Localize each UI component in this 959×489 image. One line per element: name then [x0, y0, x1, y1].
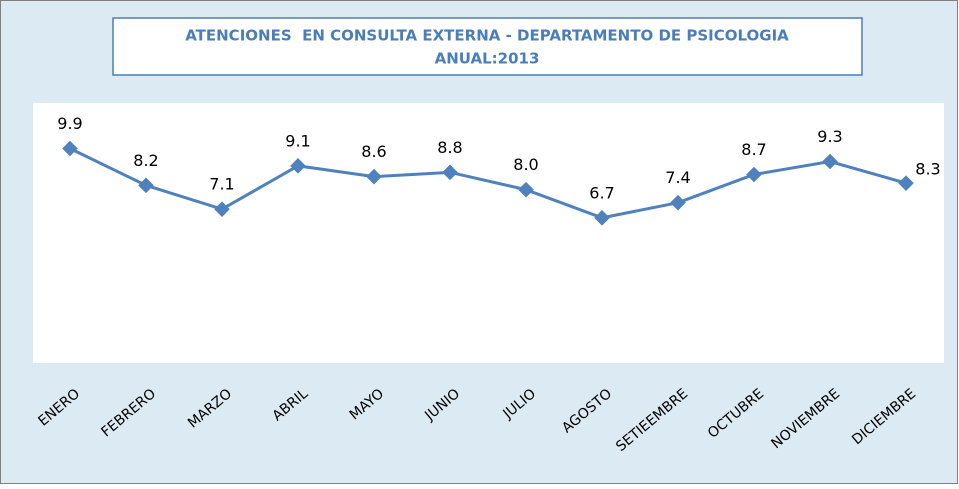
data-label: 9.1 [285, 131, 310, 150]
title-box [112, 17, 863, 76]
data-point [290, 158, 306, 174]
data-label: 7.4 [665, 168, 690, 187]
chart-title: ATENCIONES EN CONSULTA EXTERNA - DEPARTA… [185, 27, 789, 45]
data-label: 8.2 [133, 151, 158, 170]
data-point [746, 166, 762, 183]
data-point [62, 140, 78, 157]
data-point [366, 168, 382, 185]
data-point [822, 153, 838, 170]
data-label: 7.1 [209, 175, 234, 194]
data-point [214, 201, 230, 217]
data-label: 9.3 [817, 127, 842, 146]
chart-subtitle: ANUAL:2013 [435, 50, 540, 68]
data-point [898, 175, 914, 191]
data-label: 6.7 [589, 183, 614, 202]
data-label: 8.0 [513, 155, 538, 174]
data-line [69, 147, 907, 220]
data-label: 9.9 [57, 114, 82, 133]
data-point [670, 194, 686, 211]
data-point [442, 164, 458, 181]
data-label: 8.7 [741, 140, 766, 159]
plot-area [33, 103, 944, 363]
data-label: 8.3 [915, 160, 940, 179]
data-label: 8.6 [361, 142, 386, 161]
data-point [518, 181, 534, 198]
data-point [594, 210, 610, 226]
data-point [138, 177, 154, 194]
data-label: 8.8 [437, 138, 462, 157]
